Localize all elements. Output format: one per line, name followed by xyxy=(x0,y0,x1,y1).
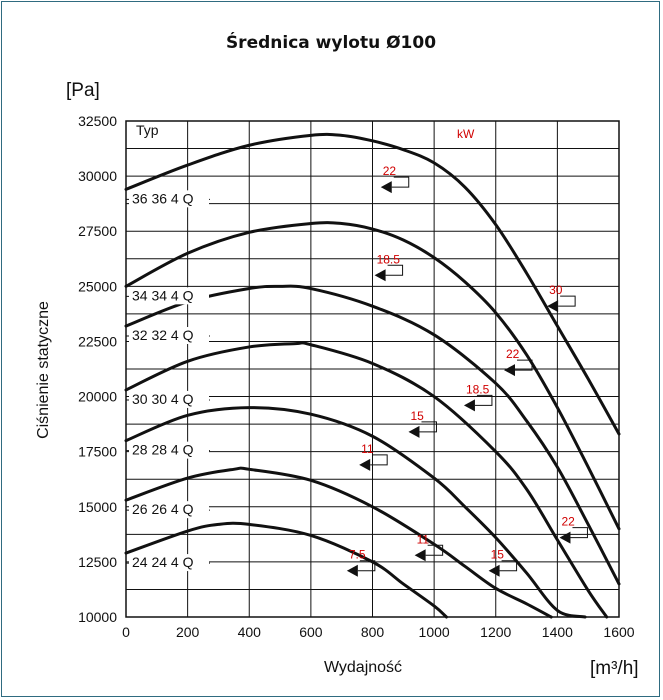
power-marker: 18.5 xyxy=(463,382,493,412)
series-label: 28 28 4 Q xyxy=(132,442,194,458)
series-label-background xyxy=(129,287,209,305)
power-marker-line xyxy=(425,544,444,556)
power-rating-label: 30 xyxy=(549,283,563,297)
power-marker-line xyxy=(499,560,518,572)
series-label-background xyxy=(129,190,209,208)
power-marker: 22 xyxy=(380,164,410,194)
x-axis-label: Wydajność xyxy=(324,659,402,676)
series-curve xyxy=(124,284,621,586)
y-tick-label: 30000 xyxy=(78,168,117,184)
series-curve xyxy=(124,341,609,619)
x-tick-label: 200 xyxy=(176,624,200,640)
y-tick-label: 22500 xyxy=(78,333,117,349)
power-marker-arrow xyxy=(346,564,358,577)
series-label-background xyxy=(129,390,209,408)
power-marker-arrow xyxy=(374,269,386,282)
y-axis-unit: [Pa] xyxy=(66,80,100,101)
legend-header-typ: Typ xyxy=(136,122,159,138)
power-marker-arrow xyxy=(463,399,475,412)
power-rating-label: 15 xyxy=(410,409,424,423)
series-label: 30 30 4 Q xyxy=(132,391,194,407)
series-label: 26 26 4 Q xyxy=(132,501,194,517)
curves-layer xyxy=(124,132,621,619)
series-label: 36 36 4 Q xyxy=(132,190,194,206)
power-unit-label: kW xyxy=(457,127,475,141)
power-marker-line xyxy=(357,560,376,572)
plot-area-border xyxy=(125,120,620,618)
x-tick-label: 1000 xyxy=(419,624,450,640)
series-label: 24 24 4 Q xyxy=(132,554,194,570)
y-tick-label: 15000 xyxy=(78,499,117,515)
series-curve xyxy=(124,406,587,619)
y-tick-label: 17500 xyxy=(78,444,117,460)
power-marker-line xyxy=(370,454,388,466)
y-tick-label: 25000 xyxy=(78,278,117,294)
power-rating-label: 22 xyxy=(383,164,397,178)
power-marker-line xyxy=(391,176,410,188)
x-tick-label: 0 xyxy=(122,624,130,640)
power-rating-label: 22 xyxy=(561,515,575,529)
power-rating-label: 11 xyxy=(417,532,430,546)
series-curve xyxy=(124,221,621,531)
power-marker: 7.5 xyxy=(346,548,376,577)
series-label: 34 34 4 Q xyxy=(132,287,194,303)
power-marker: 22 xyxy=(559,515,588,544)
x-tick-label: 1400 xyxy=(542,624,573,640)
power-marker-line xyxy=(514,359,533,371)
power-marker: 30 xyxy=(547,283,576,313)
power-marker-arrow xyxy=(414,549,426,562)
series-label: 32 32 4 Q xyxy=(132,327,194,343)
x-tick-label: 1600 xyxy=(603,624,634,640)
ticks-layer: 0 200 400 600 800 1000 1200 1400 1600 10000 12500 1… xyxy=(78,113,635,640)
series-curve xyxy=(124,132,621,436)
power-rating-label: 7.5 xyxy=(349,548,366,562)
power-marker-arrow xyxy=(559,531,571,544)
power-rating-label: 18.5 xyxy=(466,382,490,396)
series-label-background xyxy=(129,327,209,345)
y-tick-label: 12500 xyxy=(78,554,117,570)
series-label-background xyxy=(129,501,209,519)
x-tick-label: 400 xyxy=(238,624,262,640)
power-marker-arrow xyxy=(503,364,515,377)
series-curve xyxy=(124,521,448,619)
power-marker-arrow xyxy=(408,425,420,438)
x-tick-label: 600 xyxy=(299,624,323,640)
y-tick-label: 10000 xyxy=(78,609,117,625)
power-rating-label: 11 xyxy=(361,442,374,456)
x-axis-unit: [m³/h] xyxy=(590,658,639,679)
series-label-background xyxy=(129,441,209,459)
power-marker-line xyxy=(385,264,404,276)
power-marker-arrow xyxy=(547,300,559,313)
power-rating-label: 15 xyxy=(491,548,505,562)
y-tick-label: 32500 xyxy=(78,113,117,129)
power-marker: 15 xyxy=(488,548,518,577)
power-marker: 15 xyxy=(408,409,437,438)
y-axis-label: Ciśnienie statyczne xyxy=(35,301,52,439)
power-rating-label: 22 xyxy=(506,347,520,361)
power-markers-layer: 22 18.5 30 22 18.5 15 11 22 11 15 7.5 xyxy=(346,164,588,577)
power-marker-arrow xyxy=(359,458,371,471)
y-tick-label: 20000 xyxy=(78,389,117,405)
power-marker: 11 xyxy=(359,442,388,471)
power-marker-line xyxy=(474,394,493,406)
power-rating-label: 18.5 xyxy=(377,252,401,266)
series-label-background xyxy=(129,554,209,572)
chart-title: Średnica wylotu Ø100 xyxy=(226,31,436,53)
power-marker: 11 xyxy=(414,532,444,562)
power-marker-arrow xyxy=(380,181,392,194)
x-tick-label: 1200 xyxy=(480,624,511,640)
power-marker-arrow xyxy=(488,564,500,577)
power-marker-line xyxy=(419,421,437,433)
y-tick-label: 27500 xyxy=(78,223,117,239)
power-marker: 22 xyxy=(503,347,533,377)
power-marker-line xyxy=(570,527,588,539)
x-tick-label: 800 xyxy=(361,624,385,640)
power-marker-line xyxy=(558,295,576,307)
series-curve xyxy=(124,466,553,619)
power-marker: 18.5 xyxy=(374,252,404,282)
series-labels-layer: 36 36 4 Q 34 34 4 Q 32 32 4 Q 30 30 4 Q 28 2… xyxy=(126,190,210,572)
